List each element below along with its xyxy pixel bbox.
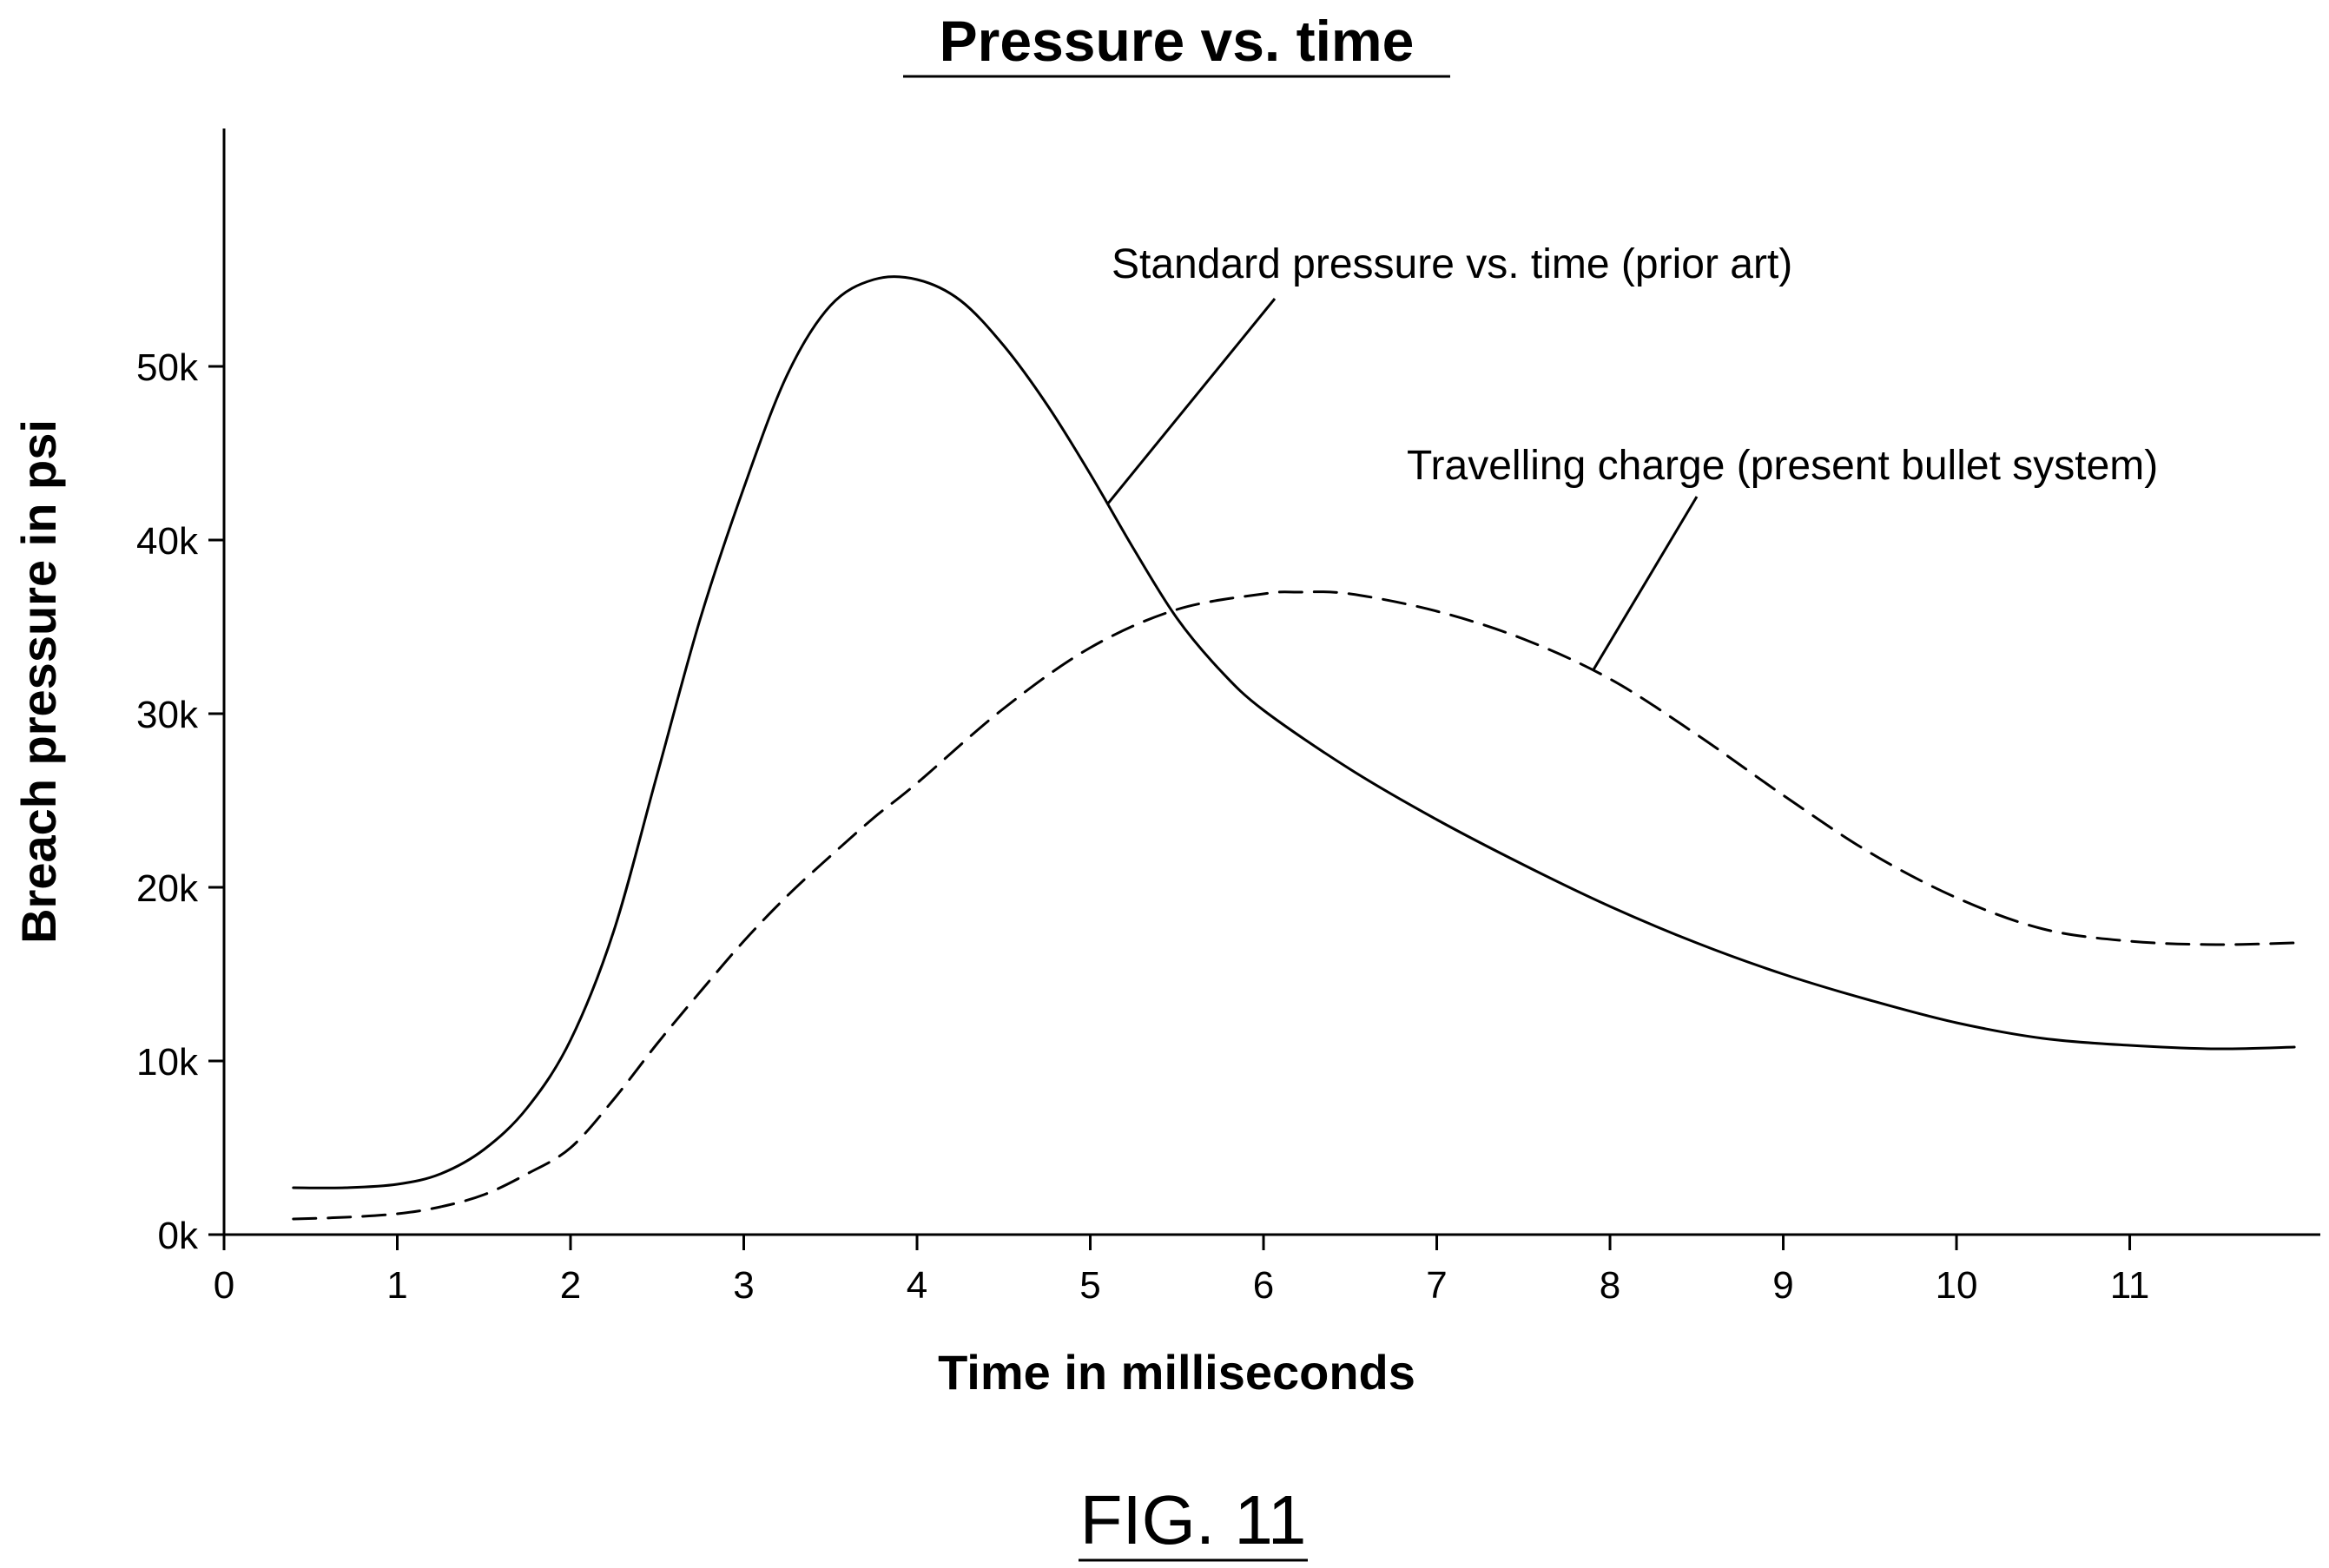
x-tick-label-10: 10 [1936, 1264, 1978, 1307]
x-tick-label-6: 6 [1253, 1264, 1274, 1307]
x-axis-title: Time in milliseconds [938, 1345, 1415, 1400]
y-tick-label-40000: 40k [136, 520, 199, 563]
y-axis-title: Breach pressure in psi [11, 419, 66, 944]
x-tick-label-0: 0 [214, 1264, 234, 1307]
series-line-standard [292, 275, 2296, 1189]
y-axis-ticks: 0k 10k 20k 30k 40k 50k [136, 346, 224, 1257]
annotation-travelling-leader [1591, 496, 1699, 672]
annotation-standard: Standard pressure vs. time (prior art) [1112, 241, 1792, 287]
x-tick-label-1: 1 [386, 1264, 407, 1307]
chart-title: Pressure vs. time [940, 9, 1415, 73]
y-tick-label-20000: 20k [136, 867, 199, 910]
x-tick-label-2: 2 [560, 1264, 581, 1307]
figure-label: FIG. 11 [1080, 1481, 1307, 1558]
x-tick-label-3: 3 [733, 1264, 754, 1307]
y-tick-label-0: 0k [158, 1215, 199, 1257]
y-tick-label-50000: 50k [136, 346, 199, 389]
y-tick-label-30000: 30k [136, 694, 199, 736]
annotation-standard-leader [1106, 298, 1277, 505]
x-tick-label-7: 7 [1426, 1264, 1447, 1307]
x-tick-label-9: 9 [1772, 1264, 1793, 1307]
series-layer [292, 275, 2296, 1221]
y-tick-label-10000: 10k [136, 1041, 199, 1084]
annotation-travelling: Travelling charge (present bullet system… [1407, 443, 2158, 489]
series-line-travelling [292, 590, 2296, 1221]
x-tick-label-4: 4 [907, 1264, 927, 1307]
x-tick-label-11: 11 [2110, 1264, 2150, 1307]
x-tick-label-5: 5 [1079, 1264, 1100, 1307]
x-axis-ticks: 0 1 2 3 4 5 6 7 8 9 10 11 [214, 1235, 2150, 1307]
x-tick-label-8: 8 [1600, 1264, 1620, 1307]
